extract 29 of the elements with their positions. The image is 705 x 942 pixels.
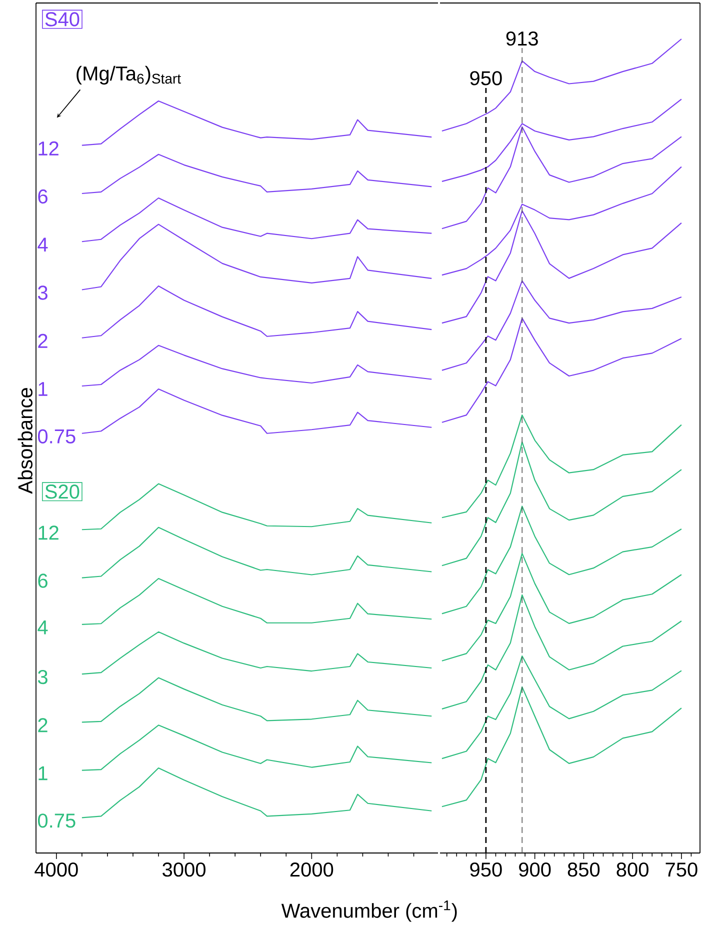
series-label: 6 xyxy=(38,189,48,204)
series-label: 12 xyxy=(38,141,58,156)
y-axis-title: Absorbance xyxy=(18,388,32,494)
x-tick-label: 850 xyxy=(568,862,600,877)
text: (Mg/Ta$_{6}$)$_{Start}$ xyxy=(76,66,181,85)
series-label: 12 xyxy=(38,526,58,540)
x-tick-label: 4000 xyxy=(34,862,78,877)
series-label: 3 xyxy=(38,286,48,300)
series-label: 1 xyxy=(38,766,48,780)
x-tick-label: 2000 xyxy=(290,862,334,877)
series-label: 2 xyxy=(38,718,48,732)
series-label: 2 xyxy=(38,334,48,348)
series-label: 0.75 xyxy=(38,814,76,828)
text: S40 xyxy=(45,12,80,26)
series-label: 6 xyxy=(38,574,48,588)
series-label: 4 xyxy=(38,620,48,634)
x-tick-label: 800 xyxy=(616,862,648,877)
x-tick-label: 900 xyxy=(519,862,551,877)
series-label: 4 xyxy=(38,238,48,252)
series-label: 1 xyxy=(38,382,48,396)
annotation: S20 xyxy=(45,484,80,499)
x-axis-title: Wavenumber (cm$^{-1}$) xyxy=(281,900,457,922)
x-tick-label: 750 xyxy=(666,862,698,877)
ref-line-label: 950 xyxy=(470,71,502,86)
series-label: 3 xyxy=(38,670,48,684)
x-tick-label: 950 xyxy=(470,862,502,877)
ref-line-label: 913 xyxy=(506,31,538,46)
series-label: 0.75 xyxy=(38,429,76,444)
x-tick-label: 3000 xyxy=(162,862,206,877)
